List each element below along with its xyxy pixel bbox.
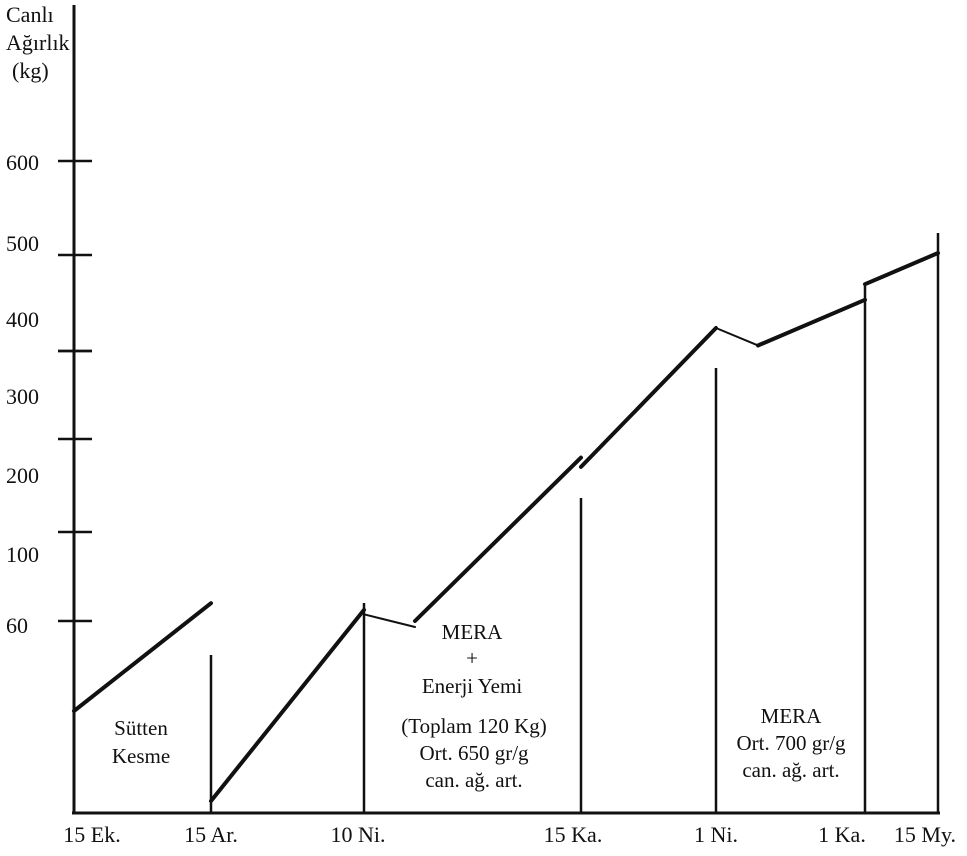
annotation-pasture-line-2: Ort. 700 gr/g [736,731,846,755]
y-tick-label-400: 400 [6,307,39,332]
weight-segment-0 [72,601,213,713]
annotation-pasture-energy-line-3: Enerji Yemi [422,674,523,698]
y-tick-label-60: 60 [6,613,28,638]
y-tick-label-200: 200 [6,463,39,488]
y-axis-label-line-2: Ağırlık [6,30,70,55]
x-tick-label-0: 15 Ek. [63,822,120,847]
weight-segment-6 [756,297,867,348]
annotation-pasture-energy-stats: (Toplam 120 Kg) Ort. 650 gr/g can. ağ. a… [401,714,547,792]
annotation-weaning-line-1: Sütten [114,716,168,740]
weight-segment-7 [863,251,940,287]
annotation-pasture-energy-stats-line-3: can. ağ. art. [425,768,522,792]
weight-segment-1 [209,607,366,803]
y-axis-label-line-1: Canlı [6,2,54,27]
annotation-pasture-energy-stats-line-1: (Toplam 120 Kg) [401,714,547,738]
x-tick-label-4: 1 Ni. [694,822,738,847]
annotation-pasture-energy: MERA + Enerji Yemi [422,620,523,698]
annotation-pasture-line-1: MERA [761,704,823,728]
annotation-weaning: Sütten Kesme [112,716,170,768]
y-axis-label-line-3: (kg) [12,58,49,83]
y-tick-label-300: 300 [6,384,39,409]
y-tick-label-100: 100 [6,542,39,567]
annotation-pasture-energy-stats-line-2: Ort. 650 gr/g [419,741,529,765]
y-tick-label-500: 500 [6,231,39,256]
weight-segment-3 [413,455,583,623]
annotation-pasture-energy-line-2: + [466,646,478,670]
annotation-weaning-line-2: Kesme [112,744,170,768]
annotation-pasture-line-3: can. ağ. art. [742,758,839,782]
y-tick-label-600: 600 [6,150,39,175]
weight-segment-2 [363,613,416,628]
weight-segment-5 [715,327,759,347]
x-tick-label-1: 15 Ar. [184,822,238,847]
annotation-pasture: MERA Ort. 700 gr/g can. ağ. art. [736,704,846,782]
annotation-pasture-energy-line-1: MERA [442,620,504,644]
x-tick-label-2: 10 Ni. [331,822,386,847]
x-tick-label-6: 15 My. [894,822,956,847]
weight-segment-4 [579,326,718,469]
x-tick-label-5: 1 Ka. [818,822,866,847]
x-tick-label-3: 15 Ka. [544,822,603,847]
